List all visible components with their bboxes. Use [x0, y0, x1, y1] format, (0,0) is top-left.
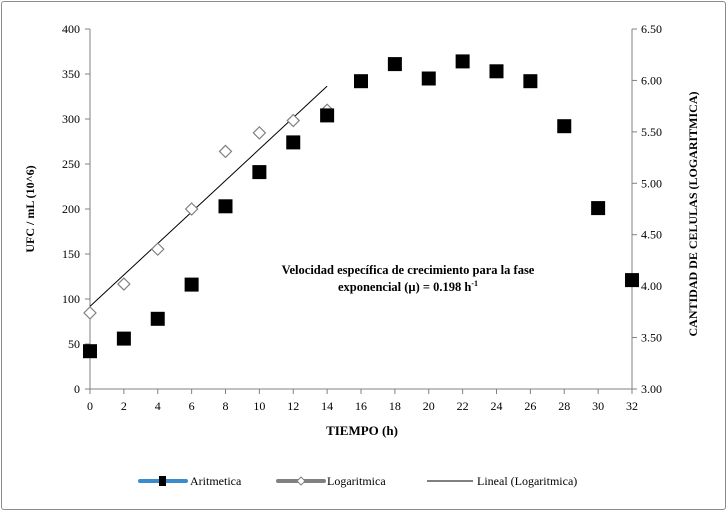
aritmetica-point	[354, 74, 368, 89]
logaritmica-point	[218, 144, 233, 159]
x-tick-label: 4	[155, 399, 161, 413]
aritmetica-point	[83, 344, 97, 359]
legend-label-logaritmica: Logaritmica	[327, 474, 386, 488]
x-axis-title: TIEMPO (h)	[326, 423, 398, 438]
logaritmica-point	[252, 126, 267, 140]
trendline-lineal-logaritmica	[89, 85, 328, 307]
aritmetica-point	[523, 74, 538, 89]
y2-tick-label: 6.00	[641, 73, 662, 87]
aritmetica-point	[252, 165, 267, 180]
legend-marker-logaritmica	[296, 476, 306, 486]
y-tick-label: 400	[62, 22, 80, 36]
aritmetica-point	[489, 64, 504, 79]
y2-tick-label: 5.50	[641, 125, 662, 139]
y2-tick-label: 6.50	[641, 22, 662, 36]
x-tick-label: 24	[491, 399, 503, 413]
y2-tick-label: 3.00	[641, 382, 662, 396]
x-tick-label: 28	[558, 399, 570, 413]
aritmetica-point	[218, 199, 233, 214]
y2-tick-label: 5.00	[641, 176, 662, 190]
x-tick-label: 30	[592, 399, 604, 413]
aritmetica-point	[286, 135, 301, 150]
aritmetica-point	[591, 201, 606, 216]
x-tick-label: 32	[626, 399, 638, 413]
y2-tick-label: 4.50	[641, 228, 662, 242]
y-tick-label: 350	[62, 67, 80, 81]
x-tick-label: 8	[223, 399, 229, 413]
legend-marker-aritmetica	[159, 476, 166, 486]
aritmetica-point	[455, 54, 470, 69]
logaritmica-point	[117, 277, 131, 291]
aritmetica-point	[557, 119, 572, 134]
aritmetica-point	[421, 71, 436, 86]
x-tick-label: 18	[389, 399, 401, 413]
x-tick-label: 14	[321, 399, 333, 413]
x-tick-label: 2	[121, 399, 127, 413]
legend-label-aritmetica: Aritmetica	[190, 474, 242, 488]
y-tick-label: 250	[62, 157, 80, 171]
x-tick-label: 12	[287, 399, 299, 413]
x-tick-label: 20	[423, 399, 435, 413]
legend-label-lineal: Lineal (Logaritmica)	[477, 474, 577, 488]
legend: Aritmetica Logaritmica Lineal (Logaritmi…	[138, 474, 577, 488]
logaritmica-point	[286, 113, 301, 128]
x-tick-label: 16	[355, 399, 367, 413]
aritmetica-point	[150, 311, 165, 326]
y-tick-label: 0	[74, 382, 80, 396]
y-axis-title: UFC / mL (10^6)	[23, 165, 37, 252]
annotation-line2-text: exponencial (µ) = 0.198 h	[338, 280, 471, 294]
y-tick-label: 100	[62, 292, 80, 306]
aritmetica-point	[184, 277, 199, 292]
aritmetica-point	[116, 331, 131, 346]
y2-tick-label: 4.00	[641, 279, 662, 293]
logaritmica-point	[150, 242, 165, 256]
x-tick-label: 26	[524, 399, 536, 413]
y-tick-label: 200	[62, 202, 80, 216]
logaritmica-point	[83, 306, 97, 320]
annotation-line1: Velocidad específica de crecimiento para…	[282, 263, 535, 277]
aritmetica-point	[320, 108, 335, 123]
y-tick-label: 300	[62, 112, 80, 126]
x-tick-label: 22	[457, 399, 469, 413]
y2-tick-label: 3.50	[641, 331, 662, 345]
x-tick-label: 0	[87, 399, 93, 413]
aritmetica-point	[387, 57, 402, 72]
aritmetica-point	[625, 273, 639, 288]
annotation-line2: exponencial (µ) = 0.198 h-1	[338, 279, 478, 294]
x-tick-label: 6	[189, 399, 195, 413]
x-tick-label: 10	[253, 399, 265, 413]
y-tick-label: 150	[62, 247, 80, 261]
logaritmica-point	[184, 202, 199, 216]
y2-axis-title: CANTIDAD DE CELULAS (LOGARITMICA)	[686, 91, 700, 336]
y-tick-label: 50	[68, 337, 80, 351]
annotation-superscript: -1	[471, 279, 478, 288]
